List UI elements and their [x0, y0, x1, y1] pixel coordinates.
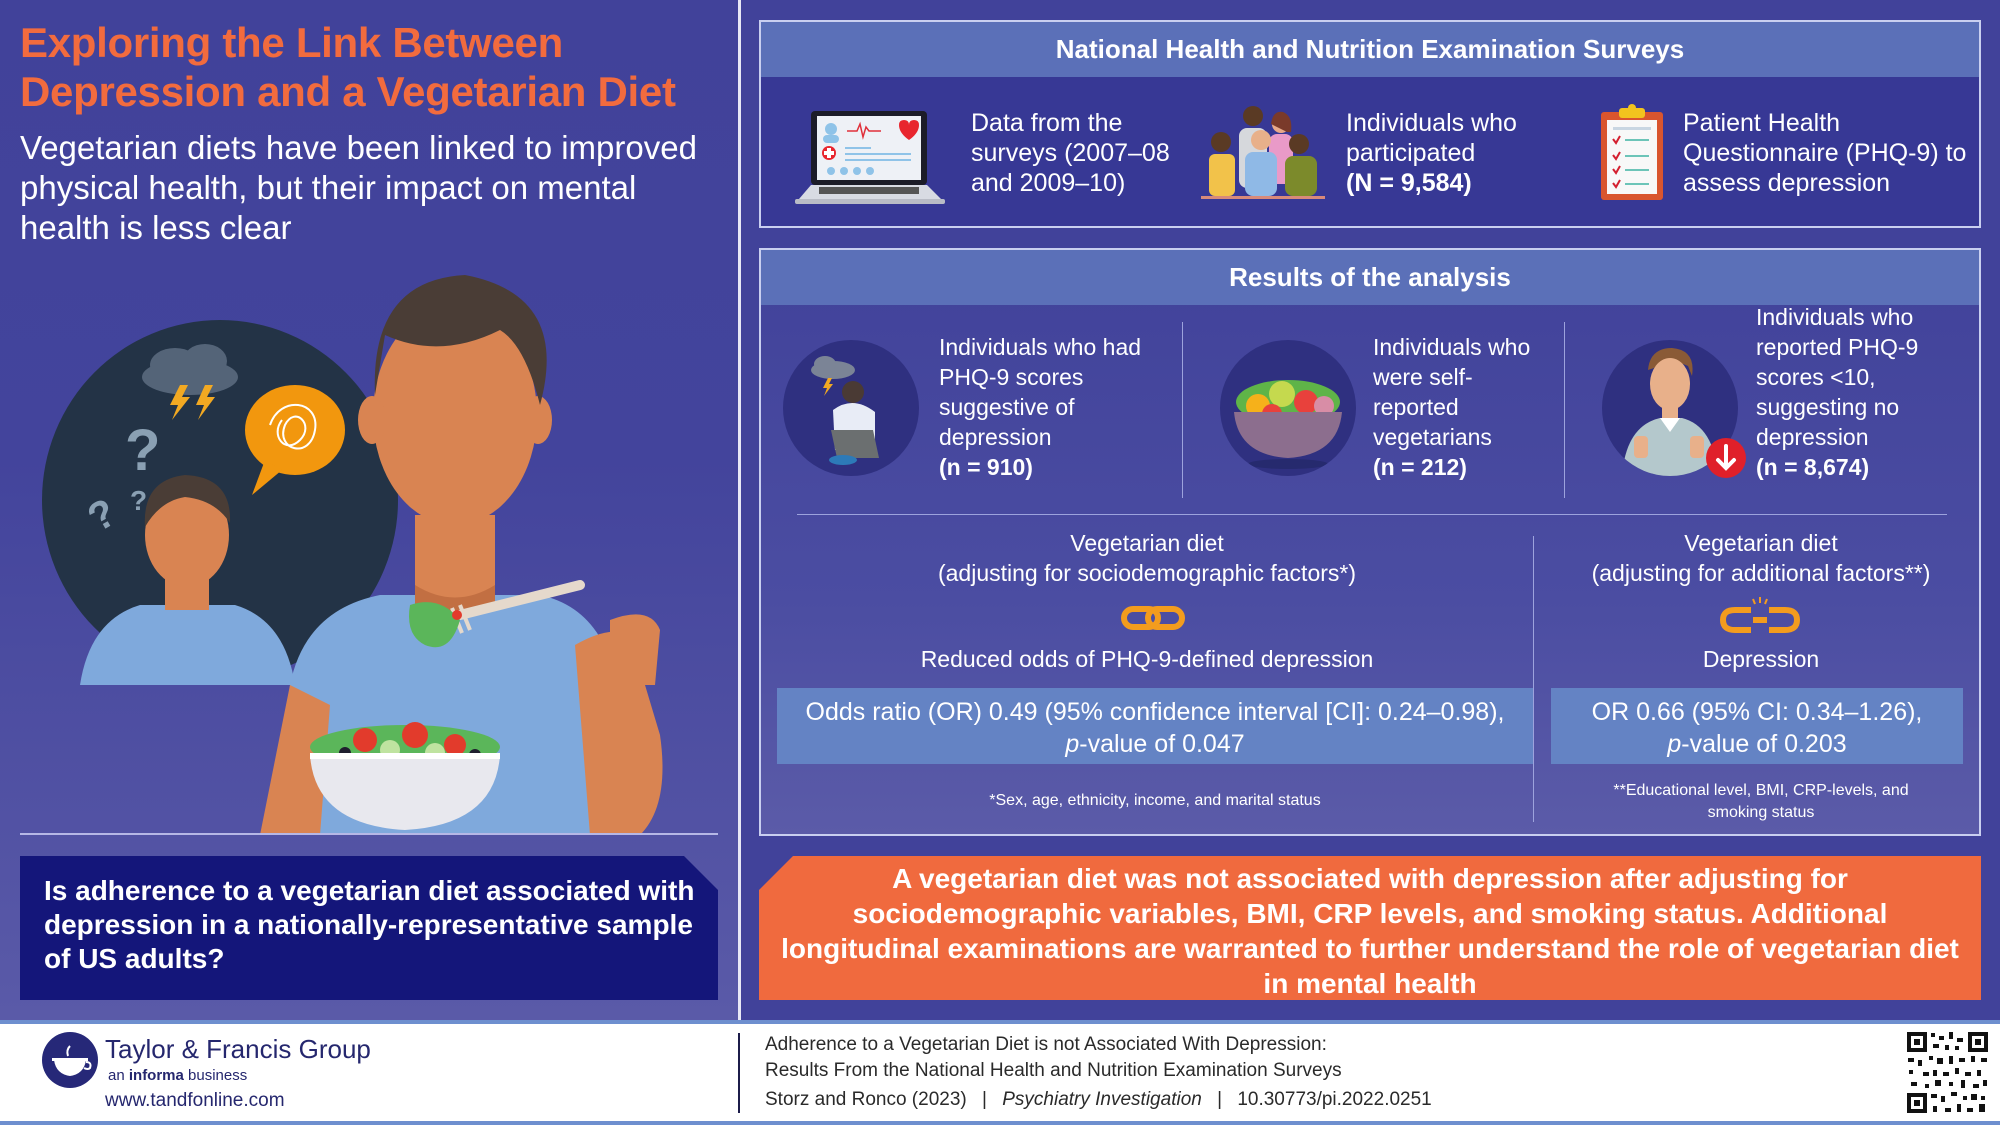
citation-journal: Psychiatry Investigation [1002, 1089, 1202, 1110]
section-divider [797, 514, 1947, 515]
analysis-1-result-box: Odds ratio (OR) 0.49 (95% confidence int… [777, 688, 1533, 764]
depressed-person-icon [783, 340, 919, 476]
citation-title-line1: Adherence to a Vegetarian Diet is not As… [765, 1034, 1327, 1055]
storm-cloud-icon [142, 344, 238, 420]
participants-count: (N = 9,584) [1346, 169, 1472, 197]
p-value-text: -value of 0.047 [1079, 730, 1245, 758]
stat-no-depression-count: (n = 8,674) [1756, 454, 1870, 480]
tangled-thoughts-bubble-icon [245, 385, 345, 495]
analysis-divider [1533, 536, 1534, 822]
surveys-panel: National Health and Nutrition Examinatio… [759, 20, 1981, 228]
thumbs-up-person-icon [1602, 340, 1738, 476]
stat-no-depression: Individuals who reported PHQ-9 scores <1… [1756, 302, 1966, 482]
page-subtitle: Vegetarian diets have been linked to imp… [20, 129, 697, 246]
citation-authors: Storz and Ronco (2023) [765, 1089, 967, 1110]
small-man-figure [80, 475, 295, 685]
survey-item-data-text: Data from the surveys (2007–08 and 2009–… [971, 109, 1170, 197]
analysis-1-footnote: *Sex, age, ethnicity, income, and marita… [989, 792, 1321, 809]
down-arrow-badge-icon [1706, 438, 1746, 478]
citation-title-line2: Results From the National Health and Nut… [765, 1060, 1342, 1081]
stat-divider [1564, 322, 1565, 498]
column-divider [738, 0, 741, 1020]
salad-bowl-icon [1220, 340, 1356, 476]
p-symbol: p [1065, 730, 1080, 758]
p-symbol: p [1667, 730, 1682, 758]
research-question: Is adherence to a vegetarian diet associ… [44, 875, 695, 974]
p-value-text: -value of 0.203 [1681, 730, 1847, 758]
survey-item-phq9-text: Patient Health Questionnaire (PHQ-9) to … [1683, 109, 1967, 197]
citation-reference: Storz and Ronco (2023) | Psychiatry Inve… [765, 1088, 1432, 1112]
conclusion-box [759, 856, 1981, 1000]
tagline-suffix: business [183, 1067, 248, 1084]
conclusion-text: A vegetarian diet was not associated wit… [781, 863, 1959, 999]
analysis-2-odds-ratio: OR 0.66 (95% CI: 0.34–1.26), [1591, 698, 1923, 726]
stat-depression: Individuals who had PHQ-9 scores suggest… [939, 332, 1179, 482]
participants-label: Individuals who participated [1346, 109, 1517, 167]
analysis-2-footnote: **Educational level, BMI, CRP-levels, an… [1613, 782, 1909, 821]
website-link[interactable]: www.tandfonline.com [105, 1090, 285, 1111]
question-mark-icon: ? [125, 418, 160, 483]
qr-code-icon[interactable] [1905, 1030, 1990, 1115]
salad-bowl-icon [310, 722, 500, 830]
analysis-2-outcome: Depression [1702, 646, 1820, 672]
stat-depression-count: (n = 910) [939, 454, 1033, 480]
research-question-box [20, 856, 718, 1000]
analysis-1-odds-ratio: Odds ratio (OR) 0.49 (95% confidence int… [805, 698, 1505, 726]
survey-item-data: Data from the surveys (2007–08 and 2009–… [789, 102, 1170, 212]
stat-depression-label: Individuals who had PHQ-9 scores suggest… [939, 334, 1142, 450]
clipboard-checklist-icon [1601, 104, 1663, 200]
analysis-2-heading: Vegetarian diet [1684, 530, 1838, 556]
broken-chain-icon [1719, 597, 1801, 633]
footer-divider [738, 1033, 740, 1113]
stat-vegetarians: Individuals who were self-reported veget… [1373, 332, 1553, 482]
illustration-baseline [20, 833, 718, 835]
analysis-1-outcome: Reduced odds of PHQ-9-defined depression [920, 646, 1374, 672]
laptop-health-record-icon [795, 111, 945, 204]
survey-item-phq9: Patient Health Questionnaire (PHQ-9) to … [1599, 102, 1979, 212]
stat-vegetarians-label: Individuals who were self-reported veget… [1373, 334, 1531, 450]
analysis-2-adjustment: (adjusting for additional factors**) [1591, 560, 1931, 586]
question-mark-icon: ? [130, 485, 147, 516]
group-of-people-icon [1201, 106, 1325, 199]
page-title: Exploring the Link Between Depression an… [20, 19, 676, 115]
results-panel-title: Results of the analysis [761, 250, 1979, 305]
analysis-2-result-box: OR 0.66 (95% CI: 0.34–1.26), p-value of … [1551, 688, 1963, 764]
man-eating-salad-illustration: ? ? ? [20, 265, 718, 835]
analysis-1-adjustment: (adjusting for sociodemographic factors*… [937, 560, 1357, 586]
separator: | [982, 1089, 987, 1110]
analysis-1-heading: Vegetarian diet [1070, 530, 1224, 556]
footer [0, 1020, 2000, 1125]
results-panel: Results of the analysis Individuals who … [759, 248, 1981, 836]
tagline-prefix: an [108, 1067, 129, 1084]
stat-divider [1182, 322, 1183, 498]
analysis-2-p-value: p-value of 0.203 [1551, 728, 1963, 760]
brand-name: Taylor & Francis Group [105, 1034, 371, 1064]
stat-no-depression-label: Individuals who reported PHQ-9 scores <1… [1756, 304, 1919, 450]
taylor-francis-logo-icon [42, 1032, 98, 1088]
analysis-1-p-value: p-value of 0.047 [777, 728, 1533, 760]
surveys-panel-title: National Health and Nutrition Examinatio… [761, 22, 1979, 77]
survey-item-participants: Individuals who participated (N = 9,584) [1201, 102, 1581, 212]
brand-tagline: an informa business [108, 1067, 247, 1084]
survey-item-participants-text: Individuals who participated (N = 9,584) [1346, 108, 1576, 198]
citation-doi[interactable]: 10.30773/pi.2022.0251 [1237, 1089, 1432, 1110]
tagline-bold: informa [128, 1067, 184, 1084]
separator: | [1217, 1089, 1223, 1110]
stat-vegetarians-count: (n = 212) [1373, 454, 1467, 480]
linked-chain-icon [1121, 606, 1185, 630]
